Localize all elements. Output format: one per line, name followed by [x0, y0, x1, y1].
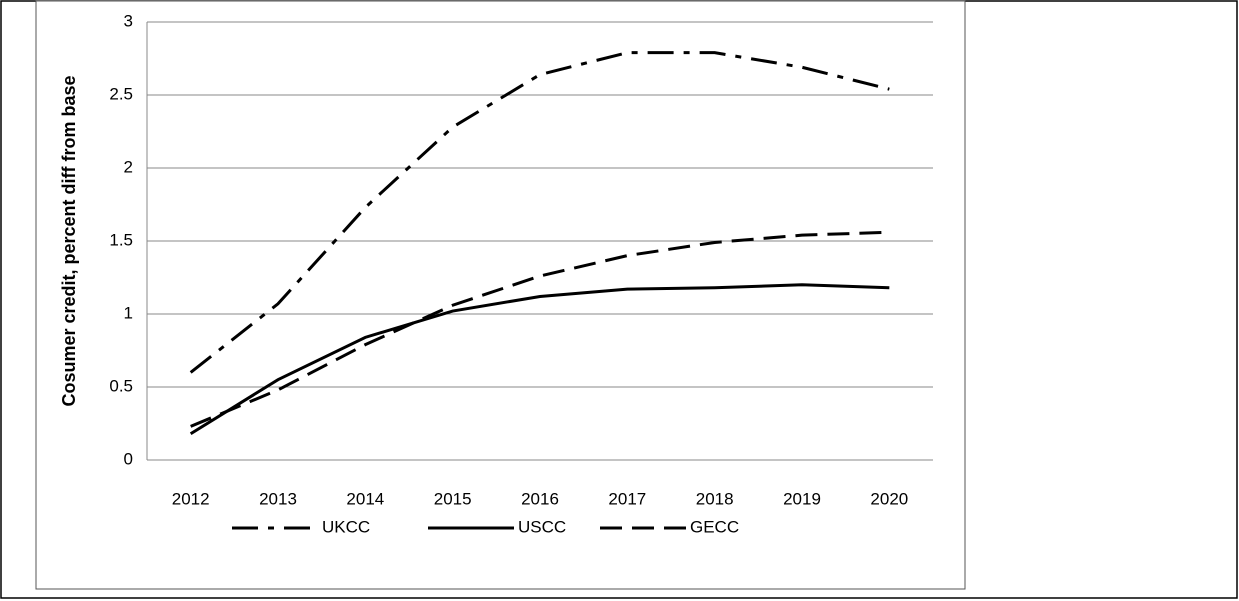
y-tick-label: 1.5 — [109, 230, 133, 249]
y-axis-label: Cosumer credit, percent diff from base — [59, 75, 79, 406]
x-tick-label: 2016 — [521, 489, 559, 508]
x-tick-label: 2018 — [696, 489, 734, 508]
y-tick-label: 0.5 — [109, 376, 133, 395]
x-tick-label: 2014 — [346, 489, 384, 508]
x-tick-label: 2017 — [608, 489, 646, 508]
legend-label: UKCC — [322, 517, 370, 536]
y-tick-label: 2 — [124, 157, 133, 176]
y-tick-label: 2.5 — [109, 84, 133, 103]
x-tick-label: 2012 — [172, 489, 210, 508]
legend-label: GECC — [690, 517, 739, 536]
x-tick-label: 2020 — [870, 489, 908, 508]
legend-label: USCC — [518, 517, 566, 536]
x-tick-label: 2019 — [783, 489, 821, 508]
data-line — [189, 51, 890, 374]
data-line — [190, 230, 890, 428]
x-tick-label: 2013 — [259, 489, 297, 508]
x-tick-label: 2015 — [434, 489, 472, 508]
y-tick-label: 3 — [124, 11, 133, 30]
chart-frame — [35, 0, 966, 590]
y-tick-label: 1 — [124, 303, 133, 322]
data-line — [189, 283, 890, 435]
y-tick-label: 0 — [124, 449, 133, 468]
